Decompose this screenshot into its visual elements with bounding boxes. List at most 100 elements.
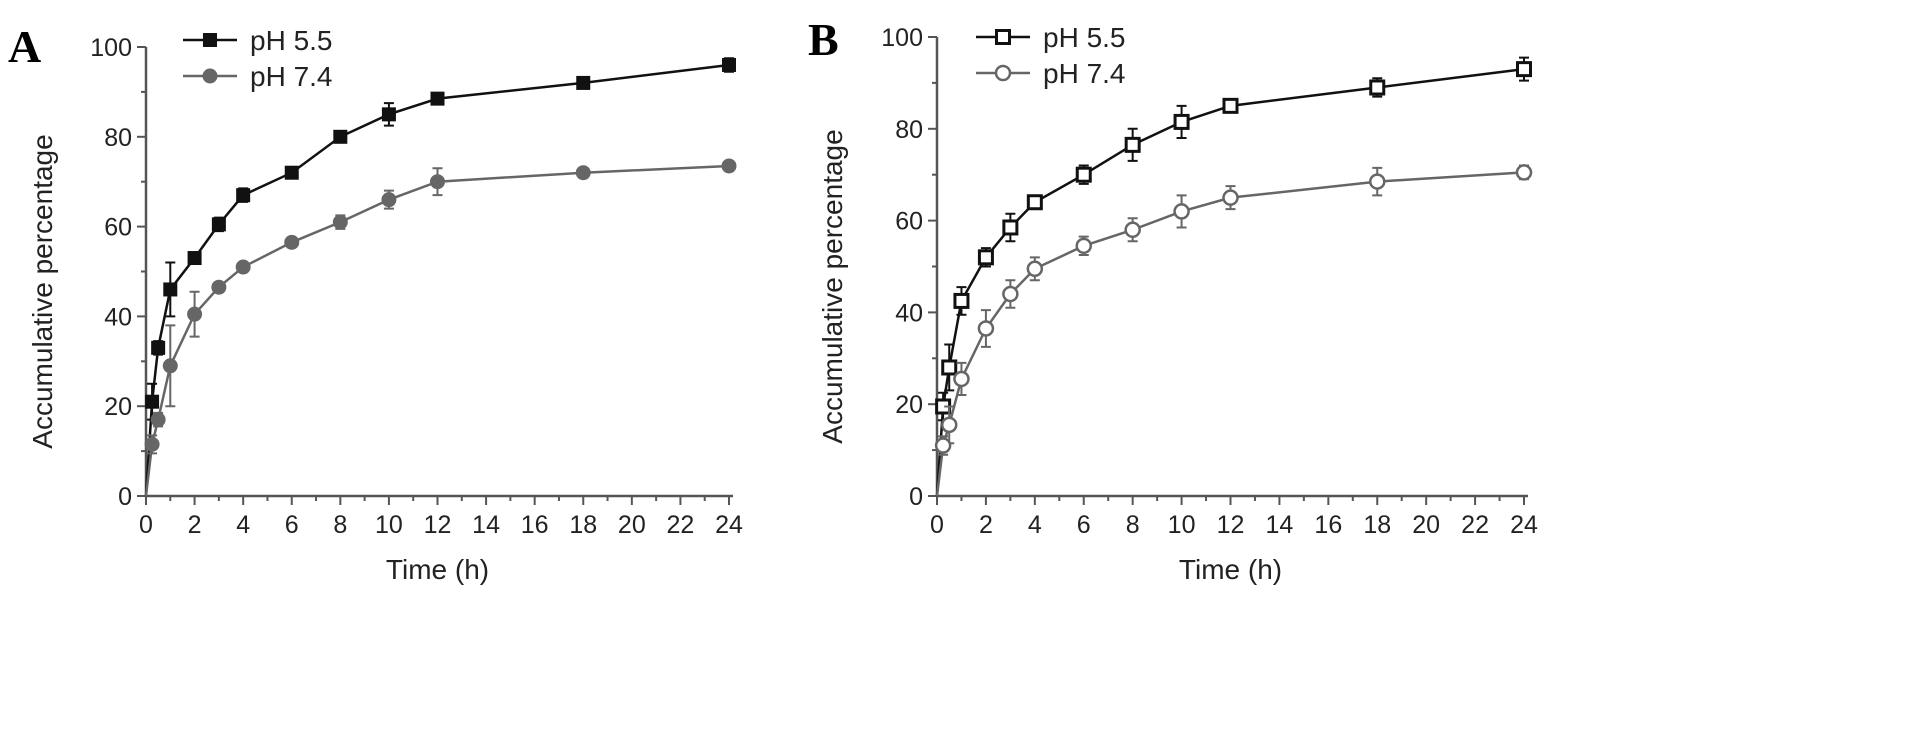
x-tick-label: 20 — [618, 511, 646, 539]
x-tick-label: 0 — [930, 511, 944, 539]
legend-label: pH 5.5 — [250, 25, 333, 56]
legend-label: pH 5.5 — [1043, 22, 1126, 53]
data-point — [1515, 164, 1533, 181]
data-point — [977, 249, 994, 266]
x-tick-label: 18 — [569, 511, 597, 539]
data-point — [284, 234, 300, 250]
legend-item: pH 7.4 — [183, 61, 333, 92]
y-axis-title: Accumulative percentage — [27, 134, 58, 448]
x-tick-label: 18 — [1363, 511, 1391, 539]
series-line — [144, 63, 730, 497]
x-tick-label: 16 — [1314, 511, 1342, 539]
data-point — [1173, 203, 1190, 220]
series-line — [935, 67, 1525, 497]
data-point — [941, 359, 958, 376]
x-tick-label: 8 — [333, 511, 347, 539]
data-point — [145, 394, 160, 409]
y-tick-label: 60 — [104, 214, 132, 242]
data-point — [1026, 260, 1044, 278]
data-point — [284, 165, 299, 180]
y-tick-label: 0 — [909, 483, 923, 511]
data-point — [235, 259, 251, 275]
x-tick-label: 14 — [1266, 511, 1294, 539]
x-tick-label: 0 — [139, 511, 153, 539]
x-axis-title: Time (h) — [386, 554, 489, 585]
x-tick-label: 10 — [1168, 511, 1196, 539]
legend-marker — [203, 33, 217, 47]
x-tick-label: 6 — [285, 511, 299, 539]
data-point — [151, 340, 166, 355]
data-point — [1002, 219, 1019, 236]
y-tick-label: 80 — [104, 124, 132, 152]
data-point — [1222, 189, 1239, 206]
data-point — [333, 129, 348, 144]
y-tick-label: 20 — [895, 391, 923, 419]
data-point — [953, 292, 970, 309]
x-tick-label: 22 — [667, 511, 695, 539]
data-point — [934, 437, 952, 454]
data-point — [1124, 136, 1141, 153]
legend-label: pH 7.4 — [1043, 58, 1126, 89]
y-tick-label: 20 — [104, 393, 132, 421]
y-axis-title: Accumulative percentage — [817, 129, 848, 443]
y-tick-label: 60 — [895, 208, 923, 236]
data-point — [1026, 194, 1043, 211]
data-point — [1002, 285, 1019, 303]
data-point — [381, 107, 396, 122]
data-point — [722, 57, 736, 72]
series-ph-7-4 — [934, 164, 1533, 497]
data-point — [940, 416, 958, 434]
data-point — [211, 279, 227, 295]
x-tick-label: 6 — [1077, 511, 1091, 539]
data-point — [1369, 79, 1386, 96]
y-tick-label: 40 — [895, 299, 923, 327]
x-tick-label: 16 — [521, 511, 549, 539]
data-point — [163, 282, 178, 297]
legend-marker — [202, 68, 218, 84]
data-point — [1516, 61, 1532, 78]
data-point — [575, 165, 591, 181]
data-point — [1222, 97, 1239, 114]
x-tick-label: 12 — [1217, 511, 1245, 539]
data-point — [332, 214, 348, 230]
legend-item: pH 7.4 — [976, 58, 1126, 89]
x-tick-label: 2 — [979, 511, 993, 539]
x-tick-label: 24 — [1510, 511, 1538, 539]
data-point — [576, 75, 591, 90]
data-point — [1369, 173, 1386, 190]
legend-marker — [995, 29, 1011, 45]
series-line — [935, 171, 1525, 497]
x-tick-label: 4 — [1028, 511, 1042, 539]
x-tick-label: 10 — [375, 511, 403, 539]
x-tick-label: 14 — [472, 511, 500, 539]
x-tick-label: 8 — [1126, 511, 1140, 539]
x-tick-label: 4 — [236, 511, 250, 539]
data-point — [187, 251, 202, 266]
data-point — [1075, 237, 1092, 255]
data-point — [144, 436, 160, 452]
data-point — [150, 412, 166, 428]
series-ph-5-5 — [935, 56, 1532, 497]
data-point — [1075, 166, 1092, 183]
legend-marker — [994, 64, 1012, 82]
y-tick-label: 100 — [881, 24, 923, 52]
series-ph-7-4 — [144, 158, 737, 497]
x-tick-label: 12 — [424, 511, 452, 539]
series-line — [144, 164, 730, 497]
legend-item: pH 5.5 — [183, 25, 333, 56]
x-axis-title: Time (h) — [1179, 554, 1282, 585]
data-point — [1173, 113, 1190, 130]
data-point — [977, 320, 995, 337]
data-point — [721, 158, 737, 174]
y-tick-label: 0 — [118, 483, 132, 511]
legend-item: pH 5.5 — [976, 22, 1126, 53]
y-tick-label: 40 — [104, 303, 132, 331]
data-point — [211, 217, 226, 232]
data-point — [1124, 221, 1141, 239]
panel-label: B — [808, 14, 839, 65]
x-tick-label: 20 — [1412, 511, 1440, 539]
x-tick-label: 22 — [1461, 511, 1489, 539]
